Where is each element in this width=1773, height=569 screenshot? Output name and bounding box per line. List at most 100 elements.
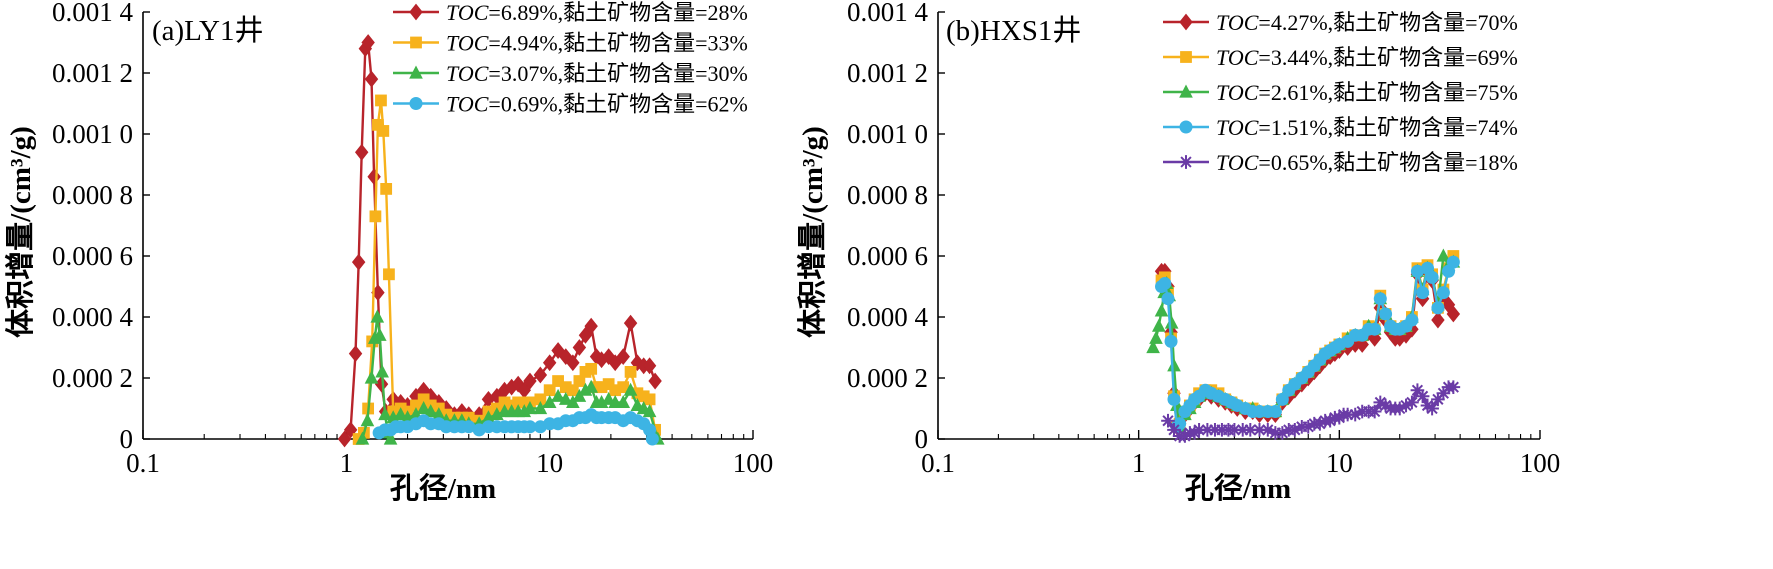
data-point <box>573 375 586 387</box>
legend-label-italic: TOC <box>1216 115 1259 140</box>
data-point <box>578 326 593 344</box>
legend-item: TOC=3.44%,黏土矿物含量=69% <box>1163 45 1518 70</box>
data-point <box>585 362 598 375</box>
data-point <box>1436 386 1451 401</box>
x-tick-label: 100 <box>733 448 774 478</box>
data-point <box>1288 423 1302 437</box>
legend-label-italic: TOC <box>446 31 489 56</box>
data-point <box>584 317 598 335</box>
x-axis-title: 孔径/nm <box>390 472 496 505</box>
data-point <box>542 354 557 372</box>
data-point <box>416 401 431 415</box>
data-point <box>1405 395 1419 410</box>
x-tick-label: 100 <box>1520 448 1561 478</box>
data-point <box>337 430 352 448</box>
y-axis-title: 体积增量/(cm³/g) <box>796 126 829 338</box>
legend-label-rest: =3.07%,黏土矿物含量=30% <box>488 61 747 86</box>
data-point <box>1431 301 1445 315</box>
data-point <box>1167 358 1181 372</box>
legend-item: TOC=0.69%,黏土矿物含量=62% <box>393 92 748 117</box>
data-point <box>511 375 525 393</box>
y-tick-label: 0.001 2 <box>847 58 928 88</box>
data-point <box>1420 398 1435 413</box>
data-point <box>643 393 656 406</box>
x-tick-label: 0.1 <box>126 448 160 478</box>
data-point <box>542 394 557 408</box>
legend-label: TOC=0.69%,黏土矿物含量=62% <box>446 92 748 117</box>
data-point <box>354 143 369 161</box>
x-tick-label: 0.1 <box>921 448 955 478</box>
legend-marker <box>1179 84 1193 98</box>
x-tick-label: 10 <box>1326 448 1353 478</box>
x-axis-title: 孔径/nm <box>1185 472 1291 505</box>
legend-marker <box>410 36 422 49</box>
data-point <box>631 387 644 400</box>
legend-item: TOC=2.61%,黏土矿物含量=75% <box>1163 80 1518 105</box>
y-tick-label: 0.001 2 <box>52 58 133 88</box>
data-point <box>374 375 389 393</box>
data-point <box>624 366 637 378</box>
data-point <box>364 70 379 88</box>
data-point <box>1178 429 1192 443</box>
y-tick-label: 0.001 4 <box>847 0 929 27</box>
legend-label-rest: =6.89%,黏土矿物含量=28% <box>488 0 747 25</box>
legend-label: TOC=4.94%,黏土矿物含量=33% <box>446 31 748 56</box>
data-point <box>533 401 548 415</box>
data-point <box>584 379 598 393</box>
data-point <box>512 396 525 409</box>
data-point <box>462 420 476 434</box>
data-point <box>378 407 392 421</box>
data-point <box>1436 286 1450 300</box>
legend-label-rest: =3.44%,黏土矿物含量=69% <box>1258 45 1517 70</box>
data-point <box>1446 305 1461 323</box>
data-point <box>1340 407 1355 422</box>
data-point <box>1146 340 1160 354</box>
legend-label-rest: =2.61%,黏土矿物含量=75% <box>1258 80 1517 105</box>
data-point <box>1301 419 1316 434</box>
y-tick-label: 0.000 6 <box>52 241 133 271</box>
legend-label: TOC=6.89%,黏土矿物含量=28% <box>446 0 748 25</box>
data-point <box>367 168 381 186</box>
y-tick-label: 0.000 8 <box>847 180 928 210</box>
data-point <box>648 372 662 390</box>
legend-item: TOC=3.07%,黏土矿物含量=30% <box>393 61 748 86</box>
data-point <box>1200 423 1215 437</box>
data-point <box>417 393 430 406</box>
data-point <box>375 364 389 378</box>
data-point <box>533 366 548 384</box>
legend: TOC=6.89%,黏土矿物含量=28%TOC=4.94%,黏土矿物含量=33%… <box>393 0 748 117</box>
legend-item: TOC=4.94%,黏土矿物含量=33% <box>393 31 748 56</box>
data-point <box>370 309 385 323</box>
data-point <box>616 394 631 408</box>
y-tick-label: 0.000 4 <box>847 302 929 332</box>
panel-title: (b)HXS1井 <box>946 14 1081 47</box>
data-point <box>1149 330 1163 344</box>
data-point <box>523 420 537 434</box>
data-point <box>523 401 537 415</box>
data-point <box>552 375 564 387</box>
chart-panel-b: 0 0.000 2 0.000 4 0.000 6 0.000 8 0.001 0 0.00… <box>796 0 1560 505</box>
data-point <box>1416 286 1430 300</box>
data-point <box>559 348 573 366</box>
data-point <box>1368 322 1382 336</box>
data-point <box>364 370 379 384</box>
data-point <box>1260 423 1275 437</box>
y-tick-label: 0.001 4 <box>52 0 134 27</box>
data-point <box>1167 423 1181 437</box>
data-point <box>343 421 358 439</box>
data-point <box>642 357 657 375</box>
data-point <box>1425 401 1439 416</box>
data-point <box>1323 413 1337 428</box>
y-tick-label: 0 <box>120 424 134 454</box>
data-point <box>431 407 446 421</box>
data-point <box>369 210 382 223</box>
data-point <box>361 34 375 51</box>
data-point <box>1431 392 1445 407</box>
legend-label-rest: =4.27%,黏土矿物含量=70% <box>1258 10 1517 35</box>
data-point <box>1410 264 1424 278</box>
data-point <box>410 399 422 412</box>
legend-item: TOC=1.51%,黏土矿物含量=74% <box>1163 115 1518 140</box>
data-point <box>383 431 398 445</box>
legend-label-italic: TOC <box>446 0 489 25</box>
y-tick-label: 0.000 4 <box>52 302 134 332</box>
